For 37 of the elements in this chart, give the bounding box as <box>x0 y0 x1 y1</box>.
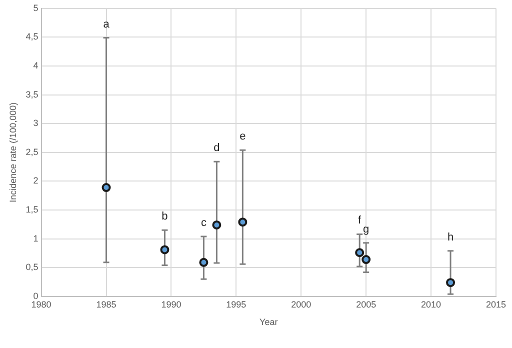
point <box>355 248 364 258</box>
point <box>199 258 208 267</box>
y-tick-label: 3,5 <box>26 89 38 100</box>
annotation: b <box>162 210 168 223</box>
x-axis-title: Year <box>260 317 278 328</box>
point <box>362 255 371 264</box>
x-tick-label: 1990 <box>161 299 182 310</box>
y-axis-title: Incidence rate (/100,000) <box>8 102 18 202</box>
annotation: a <box>103 18 110 30</box>
y-tick-label: 2 <box>33 176 38 186</box>
point <box>212 220 222 230</box>
y-tick-label: 0,5 <box>26 262 38 272</box>
x-tick-label: 2000 <box>291 299 312 310</box>
point <box>160 245 170 254</box>
y-tick-label: 3 <box>33 118 38 128</box>
annotation: d <box>214 142 220 154</box>
x-tick-label: 1995 <box>226 299 246 310</box>
y-tick-label: 2,5 <box>26 146 38 157</box>
y-tick-label: 0 <box>33 290 38 301</box>
x-tick-label: 1985 <box>96 299 116 310</box>
point <box>102 183 111 192</box>
y-tick-label: 4 <box>33 60 38 70</box>
annotation: h <box>447 231 454 244</box>
annotation: c <box>200 217 207 230</box>
point <box>238 218 248 227</box>
x-tick-label: 1980 <box>31 299 52 310</box>
y-tick-label: 5 <box>33 2 38 13</box>
y-tick-label: 1 <box>33 233 38 244</box>
annotation: e <box>240 130 246 143</box>
x-tick-label: 2010 <box>421 299 442 310</box>
y-tick-label: 1,5 <box>26 204 38 214</box>
x-tick-label: 2015 <box>486 299 506 310</box>
x-tick-label: 2005 <box>356 299 376 310</box>
point <box>446 278 456 288</box>
annotation: g <box>363 223 370 236</box>
annotation: f <box>358 214 362 227</box>
y-tick-label: 4,5 <box>26 32 38 42</box>
